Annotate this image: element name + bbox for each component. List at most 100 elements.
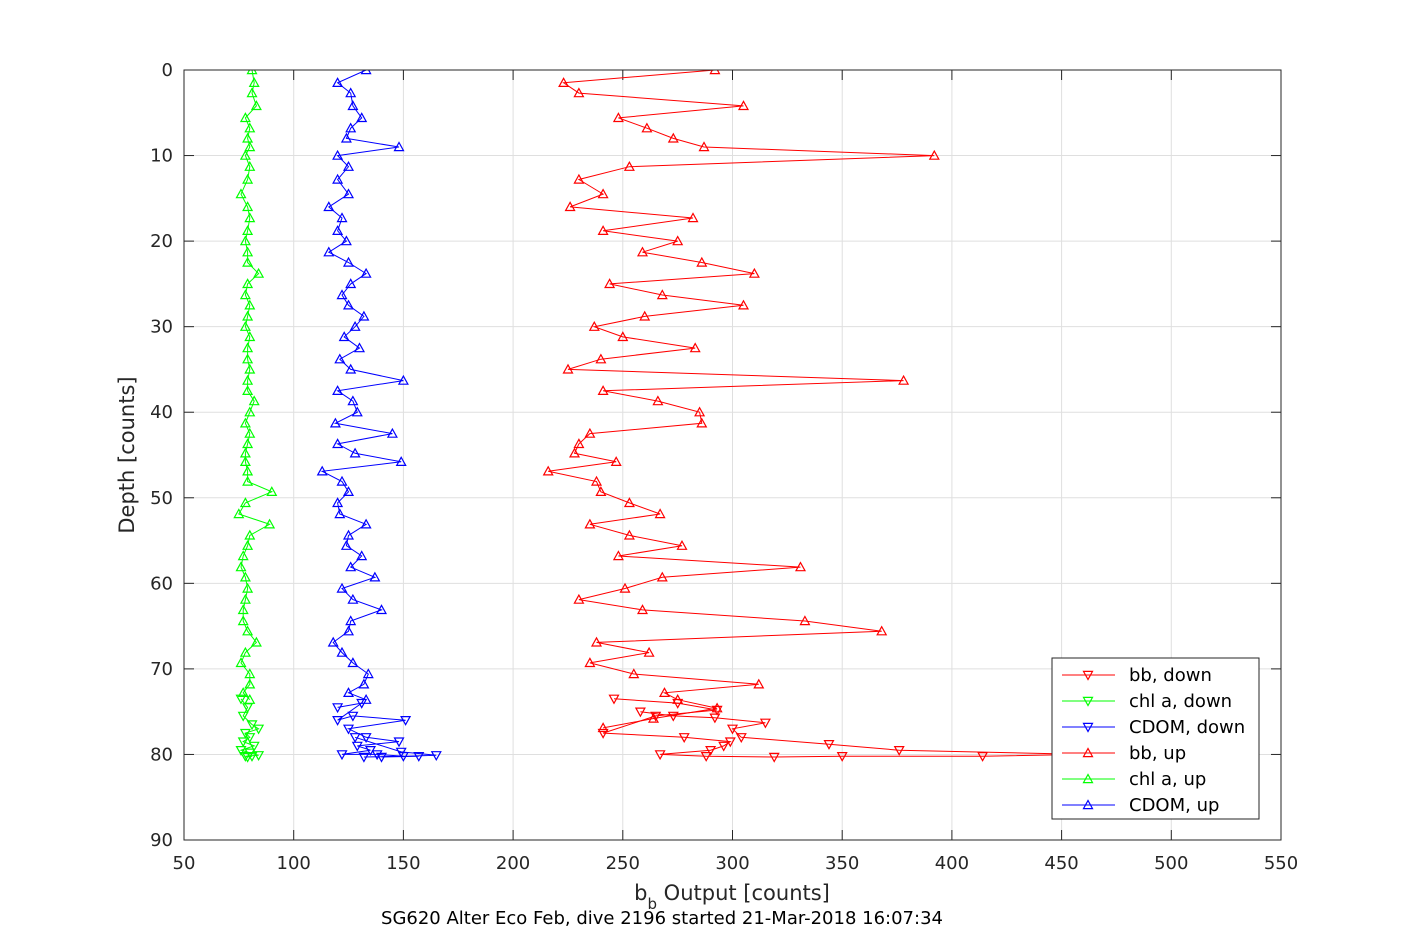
data-point [595, 486, 607, 496]
data-point [353, 342, 366, 353]
data-point [239, 497, 251, 508]
data-point [244, 299, 256, 310]
data-point [244, 363, 256, 374]
data-point [246, 87, 258, 98]
data-point [562, 363, 574, 374]
data-point [698, 141, 710, 152]
data-point [360, 70, 372, 75]
data-point [928, 149, 940, 160]
x-tick-label: 450 [1044, 853, 1078, 874]
data-point [336, 750, 348, 761]
data-point [658, 687, 671, 698]
data-point [316, 465, 328, 476]
data-point [696, 256, 708, 267]
data-point [347, 657, 359, 668]
data-point [244, 678, 256, 689]
data-point [242, 465, 254, 476]
data-point [568, 447, 581, 458]
data-point [237, 604, 249, 615]
data-point [242, 353, 254, 364]
x-tick-label: 300 [715, 853, 749, 874]
data-point [641, 122, 653, 133]
data-point [244, 529, 256, 540]
data-point [386, 427, 398, 438]
legend-label: CDOM, down [1129, 717, 1245, 738]
data-point [636, 246, 649, 257]
legend-marker [1082, 773, 1094, 784]
data-point [573, 438, 585, 449]
data-point [759, 718, 771, 729]
x-tick-label: 500 [1154, 853, 1188, 874]
data-point [748, 267, 760, 278]
data-point [342, 188, 355, 199]
data-point [332, 715, 344, 726]
series-3 [542, 70, 940, 733]
data-point [623, 497, 635, 508]
data-point [672, 693, 684, 704]
legend-label: chl a, up [1129, 769, 1206, 790]
data-point [246, 70, 258, 75]
data-point [590, 475, 603, 486]
data-point [242, 225, 254, 235]
data-point [623, 529, 635, 540]
data-point [375, 604, 388, 615]
legend-marker [1082, 722, 1094, 733]
data-point [235, 188, 247, 199]
data-point [244, 160, 256, 171]
series-line [238, 70, 274, 701]
data-point [393, 141, 405, 152]
data-point [597, 722, 609, 733]
data-point [558, 77, 570, 88]
series-line [548, 70, 935, 729]
data-point [737, 100, 750, 111]
y-tick-label: 50 [150, 488, 173, 509]
legend-label: bb, down [1129, 665, 1212, 686]
data-point [718, 741, 730, 752]
data-point [617, 331, 629, 342]
y-tick-label: 0 [162, 60, 173, 81]
x-tick-label: 150 [386, 853, 420, 874]
data-point [242, 342, 254, 353]
data-point [652, 395, 664, 406]
data-point [242, 246, 254, 257]
data-point [654, 750, 666, 761]
data-point [430, 751, 442, 762]
data-point [332, 385, 344, 395]
data-point [584, 518, 596, 529]
data-point [342, 299, 355, 310]
data-point [619, 582, 631, 593]
data-point [244, 122, 256, 133]
data-point [711, 702, 723, 713]
x-axis-label-b: b [634, 881, 647, 905]
data-point [264, 518, 276, 529]
data-point [369, 571, 381, 582]
data-point [794, 561, 807, 572]
data-point [253, 724, 265, 735]
data-point [375, 752, 388, 763]
data-point [342, 687, 355, 698]
data-point [235, 561, 247, 572]
data-point [667, 132, 679, 143]
data-point [639, 310, 651, 321]
data-point [345, 615, 357, 626]
data-point [584, 427, 596, 438]
data-point [610, 456, 622, 466]
data-point [242, 475, 254, 486]
data-point [266, 486, 278, 496]
data-point [239, 417, 251, 428]
data-point [360, 693, 372, 704]
data-point [336, 289, 348, 300]
data-point [239, 149, 251, 160]
y-tick-label: 20 [150, 231, 173, 252]
data-point [340, 539, 352, 550]
data-point [323, 246, 335, 257]
data-point [636, 604, 649, 615]
data-point [237, 711, 249, 722]
data-point [542, 465, 554, 476]
data-point [242, 582, 254, 593]
data-point [347, 711, 359, 722]
data-point [612, 550, 624, 561]
data-point [358, 310, 370, 321]
data-point [977, 751, 989, 762]
data-point [338, 331, 350, 342]
